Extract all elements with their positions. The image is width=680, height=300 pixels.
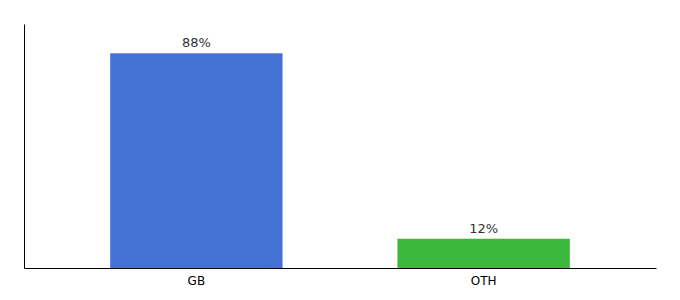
bar <box>110 53 282 268</box>
bars <box>110 53 570 268</box>
x-axis-line <box>25 268 657 269</box>
data-labels: 88% 12% <box>182 35 498 235</box>
x-tick: GB <box>188 274 206 288</box>
data-label: 88% <box>182 35 211 50</box>
x-tick: OTH <box>471 274 497 288</box>
x-tick-label: GB <box>188 274 206 288</box>
x-tick-label: OTH <box>471 274 497 288</box>
y-axis-line <box>24 25 25 269</box>
chart: GB OTH 88% 12% <box>0 0 680 300</box>
bar <box>397 239 569 268</box>
y-axis <box>24 25 25 269</box>
x-axis: GB OTH <box>25 269 657 288</box>
plot: GB OTH 88% 12% <box>25 25 657 288</box>
data-label: 12% <box>469 221 498 236</box>
